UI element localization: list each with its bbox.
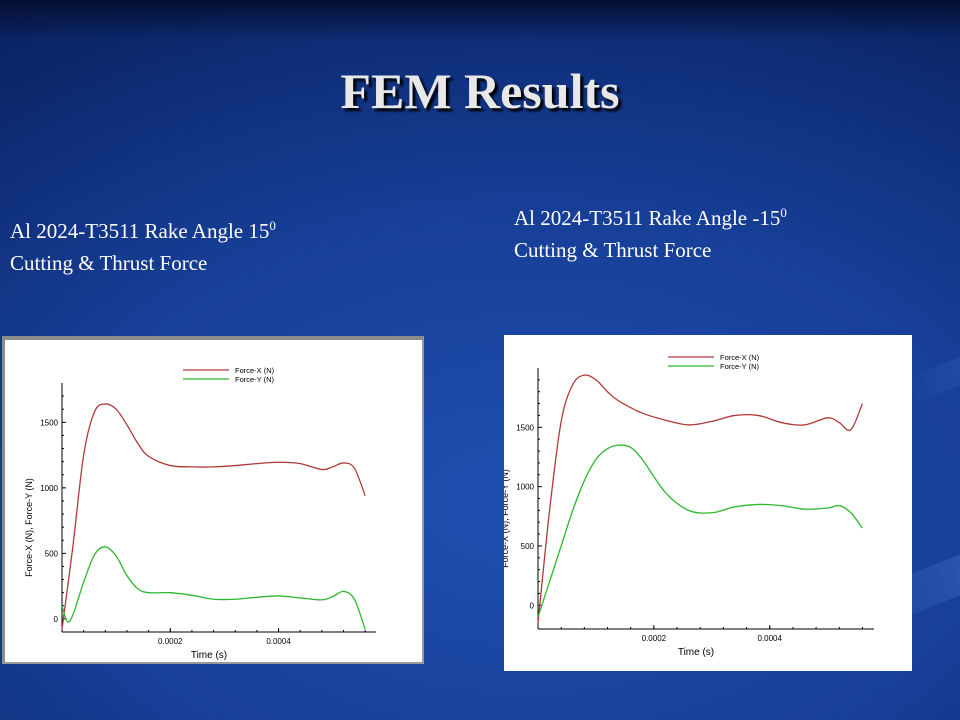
left-caption-line1: Al 2024-T3511 Rake Angle 150 [10,210,276,247]
y-tick-label: 1500 [516,423,534,432]
left-caption-degree: 0 [269,218,276,233]
y-tick-label: 0 [54,615,59,624]
y-tick-label: 1000 [40,484,58,493]
force-y-series-line [61,546,366,630]
right-caption-line2: Cutting & Thrust Force [514,238,712,262]
x-axis-label: Time (s) [678,647,714,658]
legend-force-y-label: Force-Y (N) [720,362,760,371]
right-chart-panel: 0 500 1000 1500 0.0002 0.0004 Time (s) Force-X … [504,335,912,671]
x-tick-label: 0.0002 [642,634,667,643]
force-x-series-line [61,403,366,630]
y-axis-label: Force-X (N), Force-Y (N) [504,469,510,568]
y-tick-label: 500 [45,549,59,558]
left-chart-panel: 0 500 1000 1500 0.0002 0.0004 Time (s) Force-X … [2,336,424,664]
x-tick-label: 0.0004 [266,637,291,646]
right-chart-caption: Al 2024-T3511 Rake Angle -150 Cutting & … [514,197,787,266]
left-force-chart: 0 500 1000 1500 0.0002 0.0004 Time (s) Force-X … [24,366,376,661]
right-caption-degree: 0 [780,205,787,220]
force-x-series-line [537,374,864,624]
left-caption-line2: Cutting & Thrust Force [10,251,208,275]
right-caption-line1: Al 2024-T3511 Rake Angle -150 [514,197,787,234]
y-tick-label: 1000 [516,483,534,492]
left-chart-caption: Al 2024-T3511 Rake Angle 150 Cutting & T… [10,210,276,279]
y-tick-label: 1500 [40,418,58,427]
right-caption-text: Al 2024-T3511 Rake Angle -15 [514,206,781,230]
force-y-series-line [537,444,863,618]
x-axis-label: Time (s) [191,650,227,661]
left-caption-text: Al 2024-T3511 Rake Angle 15 [10,219,270,243]
legend-force-x-label: Force-X (N) [720,353,760,362]
y-tick-label: 500 [521,542,535,551]
right-force-chart: 0 500 1000 1500 0.0002 0.0004 Time (s) Force-X … [504,353,874,658]
legend-force-y-label: Force-Y (N) [235,375,275,384]
slide-title: FEM Results [340,63,620,119]
x-tick-label: 0.0004 [757,634,782,643]
legend-force-x-label: Force-X (N) [235,366,275,375]
top-shade [0,0,960,40]
y-axis-label: Force-X (N), Force-Y (N) [24,478,34,577]
y-tick-label: 0 [530,601,535,610]
x-tick-label: 0.0002 [158,637,183,646]
